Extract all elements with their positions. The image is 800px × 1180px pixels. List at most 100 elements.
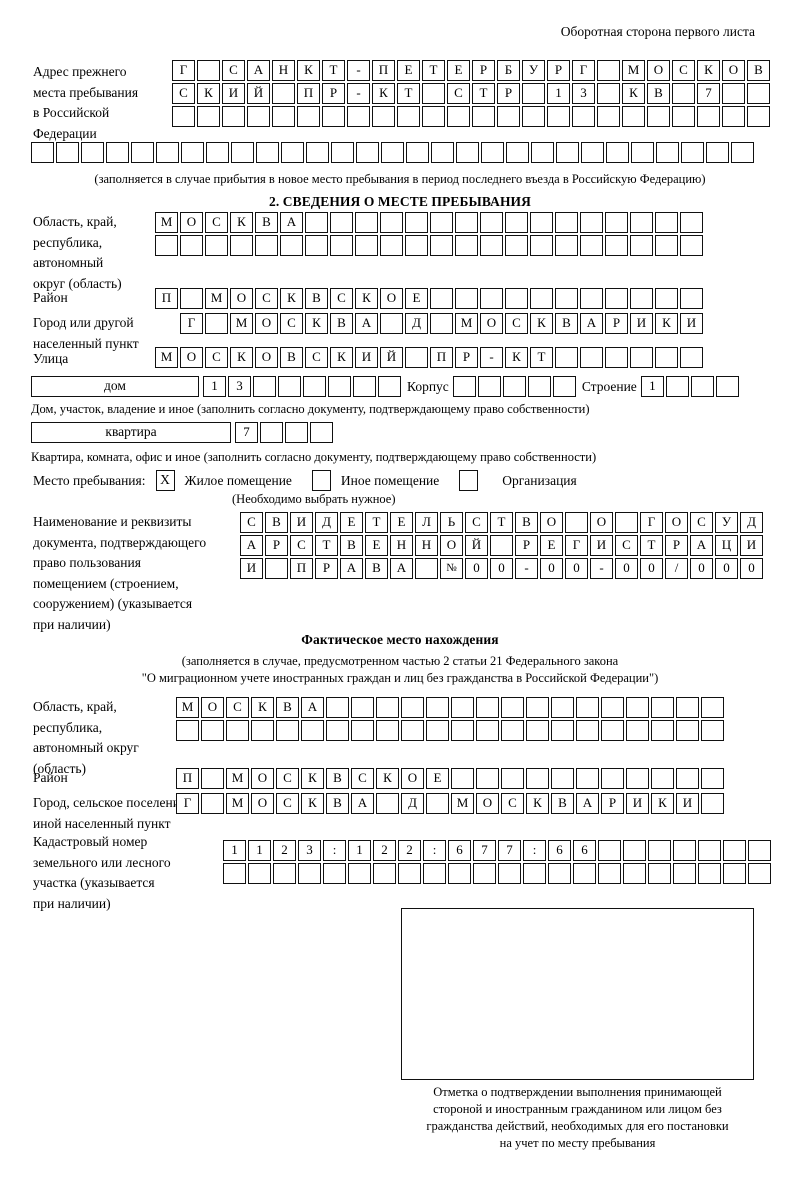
form-cell[interactable] — [206, 142, 229, 163]
form-cell[interactable] — [280, 235, 303, 256]
checkbox-organizaciya[interactable] — [459, 470, 479, 491]
form-cell[interactable] — [651, 720, 674, 741]
form-cell[interactable] — [697, 106, 720, 127]
form-cell[interactable]: К — [230, 347, 253, 368]
cadastral-row[interactable] — [223, 863, 773, 884]
form-cell[interactable]: П — [430, 347, 453, 368]
form-cell[interactable]: В — [326, 768, 349, 789]
form-cell[interactable] — [305, 235, 328, 256]
form-cell[interactable] — [380, 313, 403, 334]
form-cell[interactable]: О — [255, 313, 278, 334]
form-cell[interactable] — [681, 142, 704, 163]
form-cell[interactable]: В — [340, 535, 363, 556]
form-cell[interactable] — [601, 768, 624, 789]
form-cell[interactable] — [265, 558, 288, 579]
form-cell[interactable] — [481, 142, 504, 163]
form-cell[interactable]: С — [280, 313, 303, 334]
form-cell[interactable]: О — [251, 768, 274, 789]
form-cell[interactable]: А — [576, 793, 599, 814]
korpus-cell[interactable] — [502, 376, 526, 397]
house-cell[interactable] — [303, 376, 326, 397]
form-cell[interactable]: Ь — [440, 512, 463, 533]
form-cell[interactable]: 6 — [548, 840, 571, 861]
form-cell[interactable]: Д — [740, 512, 763, 533]
form-cell[interactable] — [630, 347, 653, 368]
form-cell[interactable]: - — [480, 347, 503, 368]
form-cell[interactable] — [522, 106, 545, 127]
form-cell[interactable] — [501, 697, 524, 718]
form-cell[interactable]: О — [201, 697, 224, 718]
form-cell[interactable] — [197, 106, 220, 127]
form-cell[interactable]: О — [480, 313, 503, 334]
form-cell[interactable]: К — [230, 212, 253, 233]
form-cell[interactable]: 0 — [740, 558, 763, 579]
form-cell[interactable] — [351, 720, 374, 741]
form-cell[interactable]: П — [155, 288, 178, 309]
house-cell[interactable]: 3 — [228, 376, 251, 397]
form-cell[interactable] — [456, 142, 479, 163]
form-cell[interactable]: Б — [497, 60, 520, 81]
form-cell[interactable] — [530, 235, 553, 256]
form-cell[interactable]: Р — [322, 83, 345, 104]
house-cell[interactable] — [378, 376, 401, 397]
form-cell[interactable]: Р — [265, 535, 288, 556]
form-cell[interactable]: Е — [397, 60, 420, 81]
form-cell[interactable]: А — [240, 535, 263, 556]
form-cell[interactable]: : — [423, 840, 446, 861]
form-cell[interactable] — [476, 768, 499, 789]
form-cell[interactable] — [426, 720, 449, 741]
form-cell[interactable] — [223, 863, 246, 884]
form-cell[interactable] — [651, 697, 674, 718]
form-cell[interactable] — [580, 347, 603, 368]
prev-address-row[interactable] — [172, 106, 772, 127]
form-cell[interactable]: А — [355, 313, 378, 334]
form-cell[interactable]: Р — [455, 347, 478, 368]
form-cell[interactable] — [526, 720, 549, 741]
form-cell[interactable]: Т — [640, 535, 663, 556]
form-cell[interactable] — [723, 863, 746, 884]
form-cell[interactable] — [597, 60, 620, 81]
form-cell[interactable] — [205, 313, 228, 334]
flat-cell[interactable] — [285, 422, 308, 443]
form-cell[interactable] — [415, 558, 438, 579]
stroenie-cells[interactable]: 1 — [640, 376, 741, 397]
form-cell[interactable]: 2 — [273, 840, 296, 861]
prev-address-overflow-row[interactable] — [31, 142, 756, 163]
form-cell[interactable] — [398, 863, 421, 884]
form-cell[interactable]: Т — [422, 60, 445, 81]
form-cell[interactable] — [522, 83, 545, 104]
form-cell[interactable] — [430, 313, 453, 334]
checkbox-zhiloe[interactable]: X — [155, 470, 175, 491]
form-cell[interactable] — [56, 142, 79, 163]
form-cell[interactable] — [326, 697, 349, 718]
form-cell[interactable] — [672, 106, 695, 127]
form-cell[interactable] — [380, 212, 403, 233]
form-cell[interactable] — [506, 142, 529, 163]
form-cell[interactable]: Н — [272, 60, 295, 81]
form-cell[interactable] — [601, 720, 624, 741]
form-cell[interactable]: Т — [530, 347, 553, 368]
form-cell[interactable] — [405, 212, 428, 233]
form-cell[interactable]: М — [155, 347, 178, 368]
korpus-cells[interactable] — [452, 376, 578, 397]
form-cell[interactable] — [348, 863, 371, 884]
stroenie-cell[interactable] — [715, 376, 739, 397]
form-cell[interactable]: 7 — [473, 840, 496, 861]
form-cell[interactable]: 7 — [697, 83, 720, 104]
form-cell[interactable] — [256, 142, 279, 163]
form-cell[interactable]: 6 — [448, 840, 471, 861]
form-cell[interactable]: Е — [540, 535, 563, 556]
form-cell[interactable]: И — [626, 793, 649, 814]
form-cell[interactable] — [655, 212, 678, 233]
form-cell[interactable] — [576, 697, 599, 718]
form-cell[interactable]: М — [176, 697, 199, 718]
form-cell[interactable] — [356, 142, 379, 163]
form-cell[interactable]: Т — [490, 512, 513, 533]
form-cell[interactable]: С — [330, 288, 353, 309]
form-cell[interactable]: А — [280, 212, 303, 233]
